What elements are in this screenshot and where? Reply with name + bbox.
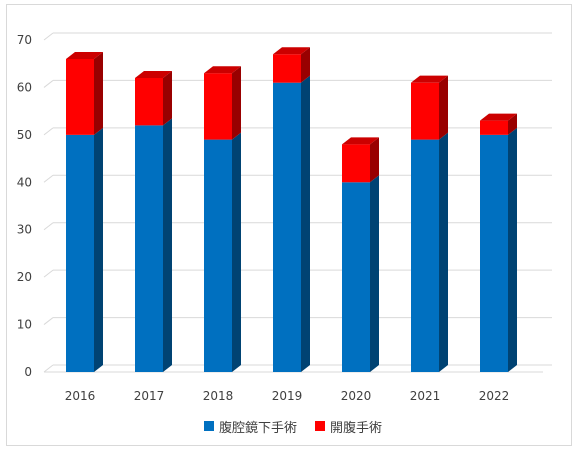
y-tick-label-30: 30 <box>17 223 32 237</box>
gridline-depth-60 <box>43 80 54 88</box>
x-tick-label-2020: 2020 <box>341 389 372 403</box>
legend-label-laparoscopic: 腹腔鏡下手術 <box>218 420 297 436</box>
bar-2019-series-0 <box>273 82 301 372</box>
bar-side-2020-series-0 <box>370 175 379 372</box>
bar-side-2017-series-1 <box>163 70 172 126</box>
bar-top-2022 <box>480 113 517 121</box>
bar-top-2019 <box>273 47 310 55</box>
bar-2016-series-0 <box>66 134 94 372</box>
legend-swatch-open <box>315 421 325 431</box>
gridline-depth-50 <box>43 127 54 136</box>
bar-group-2017 <box>135 70 172 372</box>
legend-item-laparoscopic: 腹腔鏡下手術 <box>203 417 297 436</box>
bar-side-2016-series-0 <box>94 127 103 372</box>
bar-side-2020-series-1 <box>370 137 379 183</box>
bar-side-2021-series-1 <box>439 75 448 140</box>
bar-side-2021-series-0 <box>439 132 448 372</box>
bar-side-2017-series-0 <box>163 118 172 372</box>
gridline-depth-70 <box>43 32 54 41</box>
y-tick-label-70: 70 <box>17 33 32 47</box>
legend-label-open: 開腹手術 <box>330 420 383 436</box>
gridline-depth-0 <box>43 364 54 373</box>
bar-2022-series-0 <box>480 134 508 372</box>
y-tick-label-20: 20 <box>17 270 32 284</box>
x-axis-ticks: 2016 2017 2018 2019 2020 2021 2022 <box>65 389 510 403</box>
x-tick-label-2018: 2018 <box>203 389 234 403</box>
bar-2017-series-0 <box>135 125 163 372</box>
bar-2017-series-1 <box>135 77 163 126</box>
bar-group-2018 <box>204 66 241 372</box>
gridline-depth-40 <box>43 174 54 183</box>
bar-top-2017 <box>135 70 172 78</box>
bar-2018-series-0 <box>204 139 232 372</box>
legend-item-open: 開腹手術 <box>315 417 382 436</box>
y-tick-label-60: 60 <box>17 80 32 94</box>
bar-2018-series-1 <box>204 73 232 140</box>
bar-group-2022 <box>480 113 517 372</box>
bar-top-2020 <box>342 137 379 145</box>
x-tick-label-2022: 2022 <box>479 389 510 403</box>
bar-top-2021 <box>411 75 448 83</box>
y-tick-label-10: 10 <box>17 318 32 332</box>
bar-side-2018-series-0 <box>232 132 241 372</box>
bar-side-2018-series-1 <box>232 66 241 140</box>
y-tick-label-40: 40 <box>17 175 32 189</box>
bar-side-2019-series-0 <box>301 75 310 372</box>
x-tick-label-2019: 2019 <box>272 389 303 403</box>
x-tick-label-2017: 2017 <box>134 389 165 403</box>
legend-swatch-laparoscopic <box>203 421 214 431</box>
bar-group-2016 <box>66 51 103 372</box>
y-tick-label-50: 50 <box>17 128 32 142</box>
x-tick-label-2016: 2016 <box>65 389 96 403</box>
bar-2021-series-1 <box>411 82 439 140</box>
gridline-depth-10 <box>43 317 54 325</box>
bar-group-2019 <box>273 47 310 372</box>
bar-side-2022-series-0 <box>508 127 517 372</box>
legend: 腹腔鏡下手術 開腹手術 <box>0 416 586 436</box>
bar-side-2022-series-1 <box>508 113 517 135</box>
bar-2022-series-1 <box>480 120 508 135</box>
bar-side-2019-series-1 <box>301 47 310 83</box>
gridline-depth-20 <box>43 269 54 278</box>
bars <box>66 47 517 372</box>
y-tick-label-0: 0 <box>24 365 32 379</box>
gridline-depth-30 <box>43 222 54 231</box>
y-axis-ticks: 0 10 20 30 40 50 60 70 <box>17 33 32 379</box>
bar-side-2016-series-1 <box>94 51 103 135</box>
bar-top-2016 <box>66 51 103 59</box>
x-tick-label-2021: 2021 <box>410 389 441 403</box>
bar-2019-series-1 <box>273 54 301 83</box>
bar-group-2020 <box>342 137 379 372</box>
bar-top-2018 <box>204 66 241 74</box>
bar-2016-series-1 <box>66 58 94 135</box>
bar-group-2021 <box>411 75 448 372</box>
bar-2021-series-0 <box>411 139 439 372</box>
bar-2020-series-1 <box>342 144 370 183</box>
bar-2020-series-0 <box>342 182 370 372</box>
